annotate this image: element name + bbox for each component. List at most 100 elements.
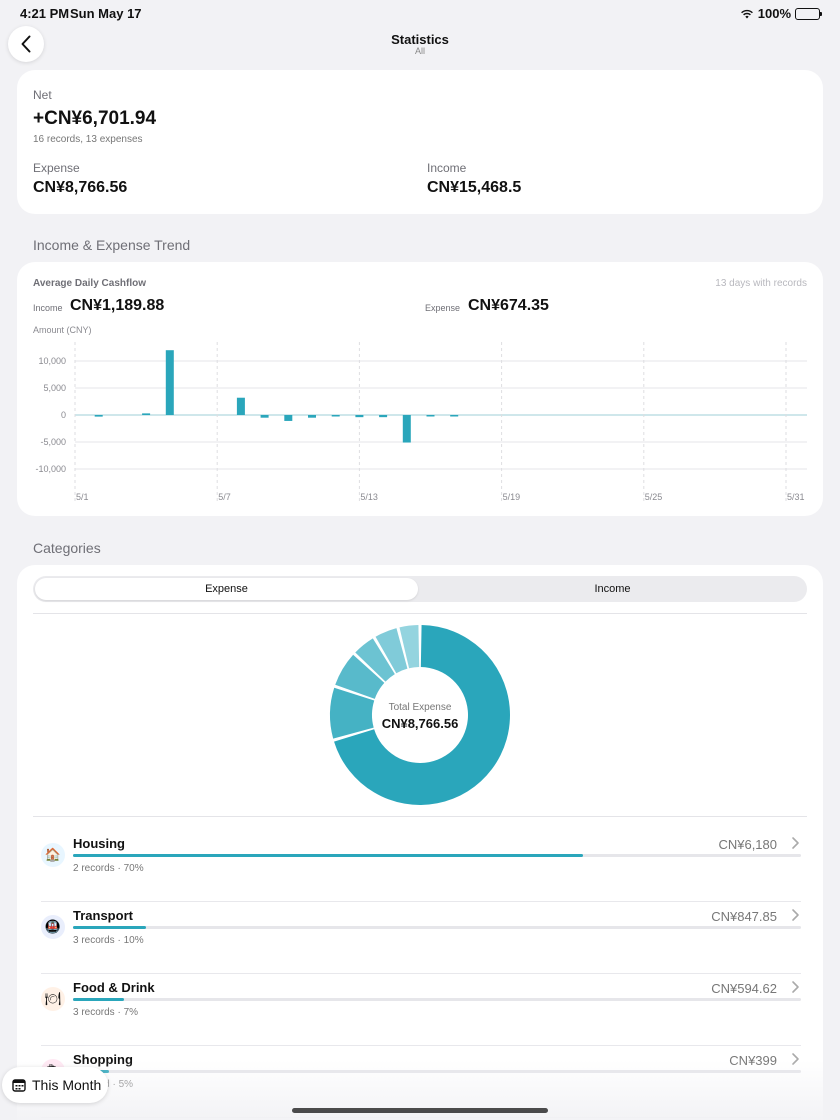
chevron-right-icon bbox=[792, 909, 799, 921]
status-time: 4:21 PM bbox=[20, 6, 70, 21]
bar-5/17 bbox=[450, 415, 459, 417]
y-tick-label: -10,000 bbox=[35, 464, 66, 474]
donut-slice[interactable] bbox=[355, 638, 395, 682]
avg-cashflow-label: Average Daily Cashflow bbox=[33, 278, 147, 289]
status-right: 100% bbox=[740, 6, 822, 21]
category-row[interactable]: 🏠 Housing CN¥6,180 2 records · 70% bbox=[41, 830, 801, 902]
category-amount: CN¥6,180 bbox=[718, 837, 777, 852]
y-tick-label: 10,000 bbox=[38, 356, 66, 366]
net-value: +CN¥6,701.94 bbox=[33, 108, 157, 129]
bar-5/4 bbox=[142, 413, 151, 415]
category-progress-track bbox=[73, 926, 801, 929]
category-type-toggle: Expense Income bbox=[33, 576, 807, 602]
category-subtitle: 3 records · 10% bbox=[73, 935, 144, 946]
bar-5/11 bbox=[308, 415, 316, 418]
house-icon: 🏠 bbox=[41, 843, 65, 867]
category-name: Transport bbox=[73, 908, 133, 923]
page-subtitle: All bbox=[414, 46, 425, 56]
avg-income-label: Income bbox=[33, 303, 63, 313]
x-tick-label: 5/31 bbox=[787, 492, 805, 502]
divider bbox=[41, 973, 801, 974]
donut-slice[interactable] bbox=[399, 625, 420, 669]
income-value: CN¥15,468.5 bbox=[427, 179, 522, 196]
period-label: This Month bbox=[32, 1077, 102, 1093]
bar-5/14 bbox=[379, 415, 388, 418]
bar-5/8 bbox=[236, 397, 245, 415]
calendar-icon bbox=[12, 1079, 26, 1092]
axis-unit-label: Amount (CNY) bbox=[33, 325, 92, 335]
categories-card: Expense Income Total Expense CN¥8,766.56… bbox=[17, 565, 823, 1120]
category-name: Housing bbox=[73, 836, 125, 851]
category-subtitle: 3 records · 7% bbox=[73, 1007, 139, 1018]
x-tick-label: 5/7 bbox=[218, 492, 231, 502]
battery-percent: 100% bbox=[757, 6, 791, 21]
status-bar: 4:21 PM Sun May 17 100% bbox=[0, 0, 840, 26]
expense-label: Expense bbox=[33, 161, 80, 175]
page-title: Statistics bbox=[391, 32, 449, 47]
x-tick-label: 5/25 bbox=[645, 492, 663, 502]
home-indicator bbox=[292, 1108, 548, 1113]
status-date: Sun May 17 bbox=[70, 6, 142, 21]
bar-5/15 bbox=[402, 415, 411, 443]
divider bbox=[41, 901, 801, 902]
tab-expense[interactable]: Expense bbox=[35, 578, 418, 600]
chevron-right-icon bbox=[792, 837, 799, 849]
category-amount: CN¥847.85 bbox=[711, 909, 777, 924]
chevron-right-icon bbox=[792, 981, 799, 993]
divider bbox=[41, 1045, 801, 1046]
divider bbox=[33, 816, 807, 817]
category-progress-fill bbox=[73, 998, 124, 1001]
avg-expense-value: CN¥674.35 bbox=[468, 297, 549, 314]
net-label: Net bbox=[33, 88, 52, 102]
expense-value: CN¥8,766.56 bbox=[33, 179, 128, 196]
bar-5/12 bbox=[331, 415, 340, 417]
donut-total-label: Total Expense bbox=[388, 702, 452, 713]
battery-icon bbox=[795, 7, 822, 20]
category-row[interactable]: 🚇 Transport CN¥847.85 3 records · 10% bbox=[41, 902, 801, 974]
category-name: Food & Drink bbox=[73, 980, 155, 995]
wifi-icon bbox=[740, 9, 753, 18]
category-progress-fill bbox=[73, 926, 146, 929]
y-tick-label: 5,000 bbox=[43, 383, 66, 393]
plate-icon: 🍽 bbox=[41, 987, 65, 1011]
category-amount: CN¥594.62 bbox=[711, 981, 777, 996]
donut-slice[interactable] bbox=[335, 654, 385, 699]
chevron-left-icon bbox=[21, 35, 31, 53]
tab-income[interactable]: Income bbox=[594, 583, 631, 595]
category-progress-track bbox=[73, 998, 801, 1001]
trend-card: Average Daily Cashflow 13 days with reco… bbox=[17, 262, 823, 516]
categories-section-title: Categories bbox=[33, 540, 101, 556]
trend-chart: 10,000 5,000 0 -5,000 -10,000 5/1 5/7 5/13 5/19 5… bbox=[35, 342, 807, 502]
records-count: 16 records, 13 expenses bbox=[33, 134, 143, 145]
donut-slice[interactable] bbox=[334, 625, 511, 805]
back-button[interactable] bbox=[8, 26, 44, 62]
days-with-records: 13 days with records bbox=[715, 278, 807, 289]
summary-card: Net +CN¥6,701.94 16 records, 13 expenses… bbox=[17, 70, 823, 214]
y-tick-label: 0 bbox=[61, 410, 66, 420]
donut-slice[interactable] bbox=[330, 687, 375, 739]
bar-5/5 bbox=[165, 350, 174, 415]
expense-donut-chart bbox=[330, 625, 511, 805]
bar-5/2 bbox=[94, 415, 103, 417]
y-tick-label: -5,000 bbox=[40, 437, 66, 447]
bar-5/16 bbox=[426, 415, 435, 417]
income-label: Income bbox=[427, 161, 467, 175]
period-button[interactable]: This Month bbox=[2, 1067, 108, 1103]
donut-total-value: CN¥8,766.56 bbox=[381, 716, 459, 731]
x-tick-label: 5/13 bbox=[360, 492, 378, 502]
category-subtitle: 2 records · 70% bbox=[73, 863, 144, 874]
category-row[interactable]: 🍽 Food & Drink CN¥594.62 3 records · 7% bbox=[41, 974, 801, 1046]
x-tick-label: 5/1 bbox=[76, 492, 89, 502]
category-progress-fill bbox=[73, 854, 583, 857]
bar-5/9 bbox=[260, 415, 269, 418]
bar-5/13 bbox=[355, 415, 364, 418]
avg-income-value: CN¥1,189.88 bbox=[70, 297, 165, 314]
train-icon: 🚇 bbox=[41, 915, 65, 939]
trend-section-title: Income & Expense Trend bbox=[33, 237, 191, 253]
donut-slice[interactable] bbox=[375, 628, 408, 674]
bar-5/10 bbox=[284, 415, 293, 421]
divider bbox=[33, 613, 807, 614]
avg-expense-label: Expense bbox=[425, 303, 461, 313]
x-tick-label: 5/19 bbox=[503, 492, 521, 502]
category-progress-track bbox=[73, 854, 801, 857]
